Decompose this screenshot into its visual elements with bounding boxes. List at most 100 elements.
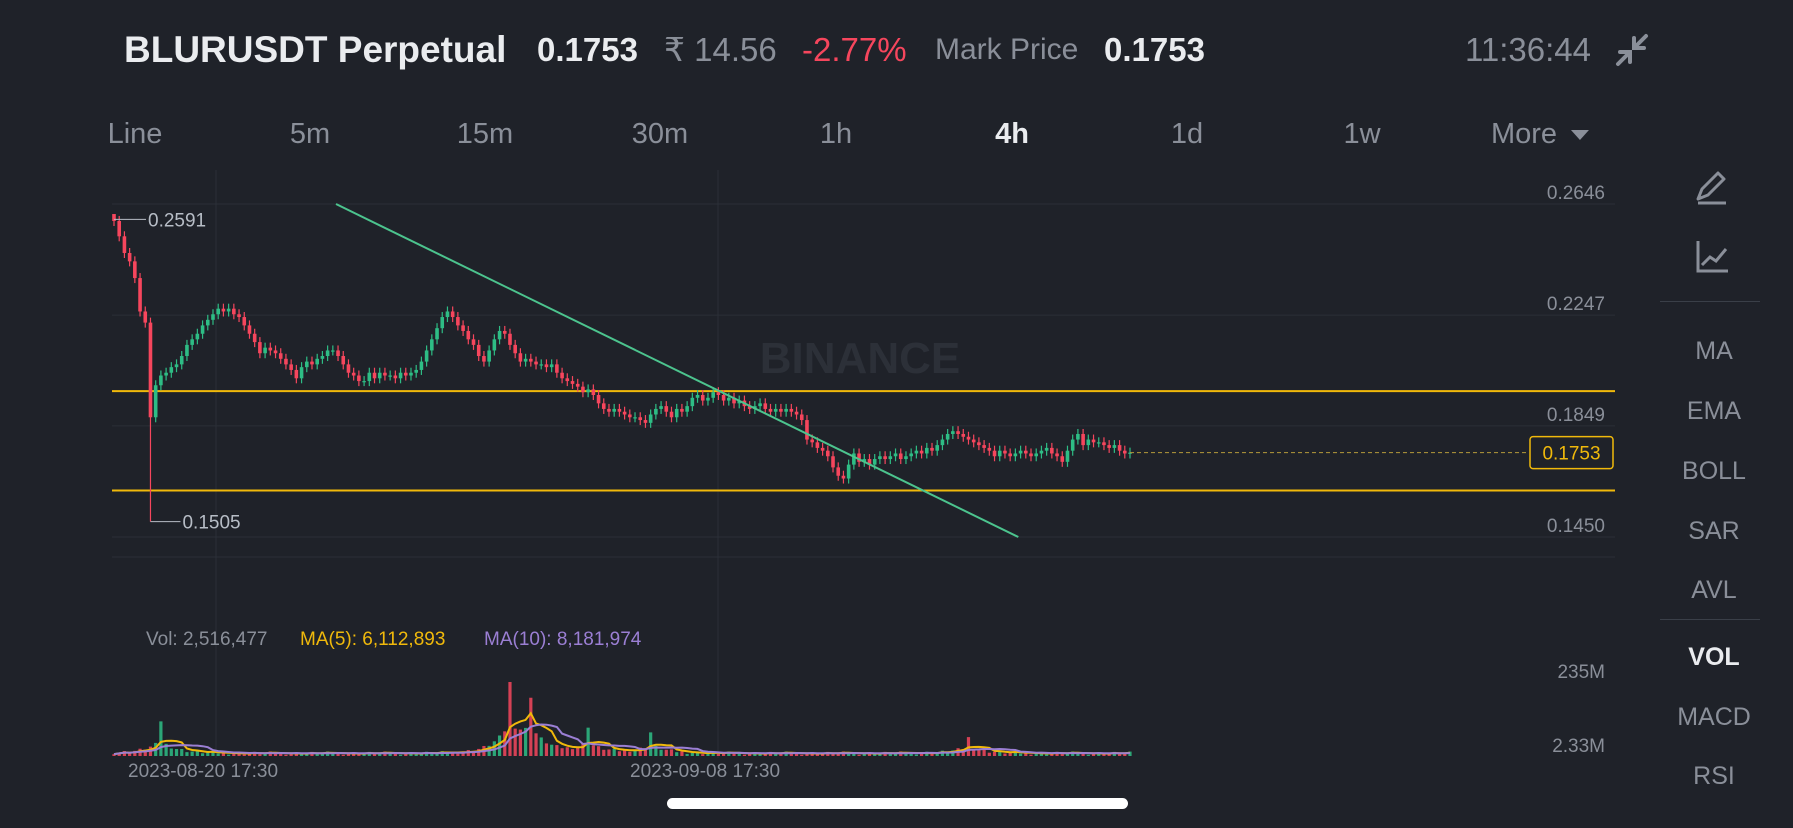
volume-bar [232,753,236,756]
candle-body [1029,453,1033,457]
vol-ma5: MA(5): 6,112,893 [300,629,445,650]
candle-body [633,417,637,419]
candle-body [310,361,314,365]
candle-body [1018,450,1023,454]
indicator-rsi[interactable]: RSI [1693,762,1735,790]
chart-style-icon[interactable] [1690,235,1734,279]
candle-body [362,381,366,383]
candle-body [221,308,226,312]
volume-bar [690,752,694,756]
candle-body [216,308,221,315]
candle-body [409,372,413,376]
home-indicator[interactable] [667,798,1128,809]
tab-line[interactable]: Line [107,118,163,150]
volume-bar [143,749,147,756]
indicator-vol[interactable]: VOL [1688,643,1740,671]
volume-bar [164,743,168,756]
volume-bar [586,727,590,756]
candle-body [794,411,799,415]
volume-bar [513,728,517,756]
horizontal-levels[interactable] [112,390,1615,492]
interval-tabs: Line 5m 15m 30m 1h 4h 1d 1w More [0,110,1620,160]
indicator-ema[interactable]: EMA [1686,397,1742,425]
indicator-boll[interactable]: BOLL [1682,457,1746,485]
candle-body [1102,442,1106,446]
volume-bar [1102,754,1106,756]
candle-body [164,372,168,376]
tab-4h[interactable]: 4h [995,118,1029,150]
candle-body [1070,439,1075,451]
candle-body [482,356,486,362]
candle-body [450,311,455,318]
volume-bar [680,751,684,756]
volume-bar [456,753,460,756]
volume-bar [273,753,278,756]
candle-body [357,375,361,382]
candle-body [377,372,382,379]
volume-bar [602,749,606,756]
volume-bar [1091,753,1096,756]
trendline[interactable] [335,203,1019,538]
collapse-icon[interactable] [1612,30,1652,70]
volume-bar [946,752,950,756]
sidebar-divider [1660,301,1760,302]
candle-body [940,439,945,446]
volume-bar [430,753,434,756]
volume-bar [190,751,194,756]
candle-body [518,353,523,362]
tab-1h[interactable]: 1h [819,118,853,150]
time-tick: 2023-09-08 17:30 [630,761,780,782]
candle-body [617,408,622,412]
volume-bar [794,752,799,756]
symbol-title[interactable]: BLURUSDT Perpetual [124,29,507,70]
volume-bar [972,750,976,756]
candle-body [351,372,356,376]
draw-tool-icon[interactable] [1690,165,1734,209]
candle-body [711,392,715,398]
volume-bar [643,748,648,756]
volume-bar [471,751,476,756]
volume-bar [711,751,715,756]
volume-bar [748,753,752,756]
candle-body [122,236,127,254]
candle-body [471,339,476,345]
volume-bar [518,729,522,756]
tab-1w[interactable]: 1w [1343,118,1381,150]
candle-body [190,339,194,345]
change-percent: -2.77% [802,31,907,68]
candle-body [565,378,570,382]
volume-bar [445,753,450,756]
candle-body [492,339,497,351]
volume-bar [685,753,689,756]
volume-bar [534,733,538,756]
volume-ma10-line [113,723,1131,756]
candle-body [169,367,174,373]
volume-bar [909,752,913,756]
volume-bar [419,753,424,756]
candle-body [372,372,377,379]
price-chart[interactable]: BINANCE 0.2646 0.2247 0.1849 0.1450 0.25… [0,150,1640,790]
indicator-macd[interactable]: MACD [1677,703,1751,731]
volume-bar [998,751,1002,756]
tab-5m[interactable]: 5m [289,118,331,150]
indicator-ma[interactable]: MA [1695,337,1733,365]
candle-body [779,408,783,412]
candle-body [570,381,575,384]
candle-body [138,278,142,312]
tab-15m[interactable]: 15m [456,118,514,150]
candle-body [867,459,872,465]
indicator-avl[interactable]: AVL [1691,576,1737,604]
volume-bar [1013,751,1017,756]
indicator-sar[interactable]: SAR [1688,517,1740,545]
candle-body [179,356,184,365]
volume-bar [654,745,658,756]
volume-bar [862,753,866,756]
tab-30m[interactable]: 30m [631,118,689,150]
volume-bar [1034,753,1038,756]
volume-bar [701,754,705,756]
candle-body [992,450,997,457]
candle-body [1096,442,1101,444]
volume-bar [263,752,267,756]
tab-more[interactable]: More [1491,118,1590,151]
tab-1d[interactable]: 1d [1170,118,1204,150]
